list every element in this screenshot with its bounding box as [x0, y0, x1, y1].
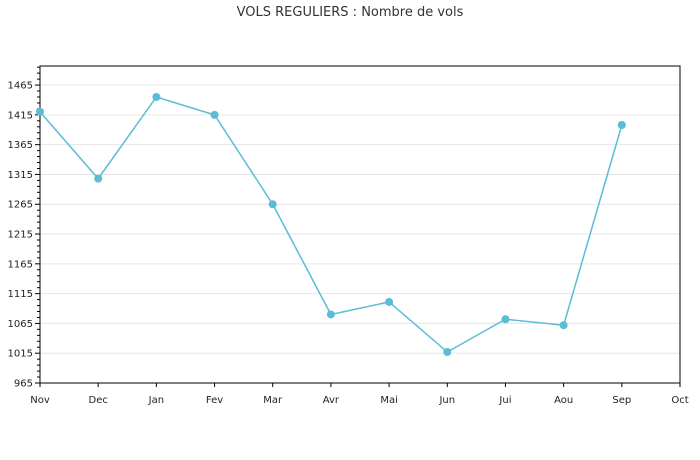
x-tick-label: Aou: [554, 395, 573, 406]
x-tick-label: Jan: [148, 395, 164, 406]
x-tick-label: Mai: [380, 395, 398, 406]
y-tick-label: 1065: [8, 319, 33, 330]
data-point: [36, 107, 44, 116]
x-tick-label: Avr: [323, 395, 340, 406]
data-point: [210, 110, 219, 119]
data-point: [443, 348, 452, 357]
x-tick-label: Jui: [498, 395, 511, 406]
y-tick-label: 1465: [8, 81, 33, 92]
data-point: [268, 200, 277, 209]
x-tick-label: Fev: [206, 395, 223, 406]
y-tick-label: 1215: [8, 230, 33, 241]
data-point: [501, 315, 510, 324]
x-tick-label: Dec: [89, 395, 108, 406]
y-tick-label: 1315: [8, 170, 33, 181]
y-tick-label: 1265: [8, 200, 33, 211]
data-point: [559, 321, 568, 330]
data-point: [326, 310, 335, 319]
x-tick-label: Sep: [612, 395, 631, 406]
y-tick-label: 1165: [8, 259, 33, 270]
x-tick-label: Jun: [438, 395, 455, 406]
data-point: [385, 297, 394, 306]
plot-area-frame: [39, 65, 681, 384]
y-tick-label: 1015: [8, 349, 33, 360]
chart-title: VOLS REGULIERS : Nombre de vols: [236, 5, 464, 20]
x-tick-label: Oct: [671, 395, 688, 406]
x-tick-label: Mar: [263, 395, 283, 406]
data-point: [94, 174, 103, 183]
y-tick-label: 965: [14, 379, 33, 390]
data-point: [152, 92, 161, 101]
y-tick-label: 1415: [8, 110, 33, 121]
y-tick-label: 1365: [8, 140, 33, 151]
y-tick-label: 1115: [8, 289, 33, 300]
data-point: [617, 120, 626, 129]
series-layer: [36, 92, 626, 357]
x-axis-ticks: Nov Dec Jan Fev Mar Avr Mai Jun Jui Aou Sep Oct: [30, 383, 689, 406]
y-axis-ticks: 965 1015 1065 1115 1165 1215 1265 1315 1365 1415 1…: [8, 66, 40, 390]
x-tick-label: Nov: [30, 395, 50, 406]
